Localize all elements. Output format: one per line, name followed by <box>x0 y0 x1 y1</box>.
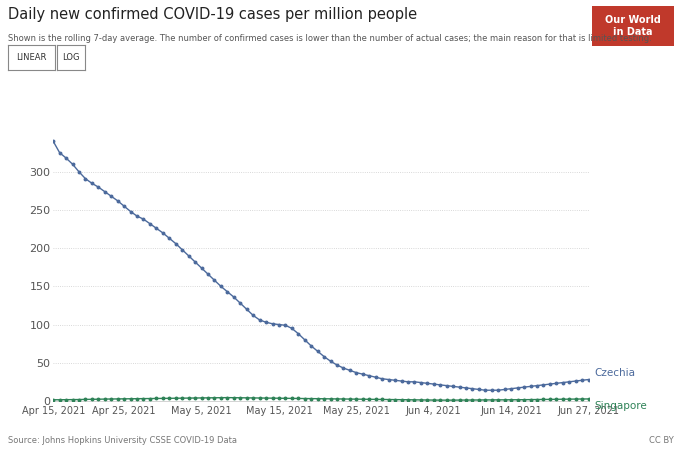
Text: Source: Johns Hopkins University CSSE COVID-19 Data: Source: Johns Hopkins University CSSE CO… <box>8 436 237 445</box>
Text: Our World
in Data: Our World in Data <box>605 15 661 38</box>
Text: Czechia: Czechia <box>594 368 635 378</box>
Text: LINEAR: LINEAR <box>16 53 46 62</box>
Text: Daily new confirmed COVID-19 cases per million people: Daily new confirmed COVID-19 cases per m… <box>8 7 417 22</box>
Text: Singapore: Singapore <box>594 401 647 411</box>
Text: Shown is the rolling 7-day average. The number of confirmed cases is lower than : Shown is the rolling 7-day average. The … <box>8 34 652 43</box>
Text: LOG: LOG <box>62 53 80 62</box>
Text: CC BY: CC BY <box>649 436 674 445</box>
